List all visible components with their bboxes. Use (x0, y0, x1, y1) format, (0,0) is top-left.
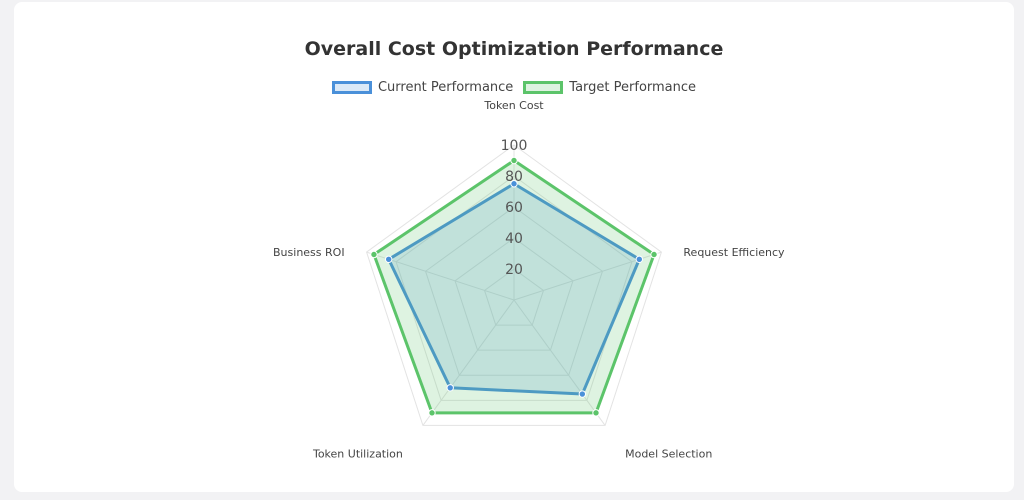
legend-item-current[interactable]: Current Performance (331, 80, 514, 95)
grid-ring-1 (454, 237, 574, 351)
data-point-0-3 (446, 384, 454, 392)
grid-spoke-3 (422, 299, 515, 426)
category-label-0: Token Cost (483, 99, 544, 112)
category-label-2: Model Selection (625, 447, 712, 460)
category-label-4: Business ROI (273, 246, 345, 259)
grid-ring-0 (483, 268, 545, 326)
data-point-1-2 (592, 409, 600, 417)
grid-ring-3 (395, 175, 633, 401)
chart-card: Overall Cost Optimization Performance Cu… (14, 2, 1014, 492)
data-point-1-0 (510, 156, 518, 165)
grid-ring-2 (424, 206, 604, 376)
data-point-0-4 (384, 255, 393, 263)
data-point-0-0 (510, 180, 518, 188)
legend-swatch-target (523, 81, 564, 94)
legend-label-target: Target Performance (569, 80, 697, 95)
chart-title: Overall Cost Optimization Performance (304, 38, 724, 60)
tick-label-4: 100 (501, 138, 528, 154)
legend-swatch-current (331, 81, 372, 94)
legend-label-current: Current Performance (377, 80, 514, 95)
tick-label-1: 40 (505, 231, 523, 247)
grid-ring-4 (365, 144, 663, 426)
tick-label-3: 80 (505, 169, 523, 185)
category-label-1: Request Efficiency (683, 246, 785, 259)
data-point-1-1 (650, 250, 658, 259)
tick-label-2: 60 (505, 200, 523, 216)
data-point-1-3 (428, 409, 436, 417)
data-point-1-4 (370, 250, 378, 259)
legend: Current Performance Target Performance (14, 80, 1014, 95)
data-point-0-2 (578, 390, 587, 398)
legend-item-target[interactable]: Target Performance (523, 80, 696, 95)
grid-spoke-2 (513, 299, 606, 426)
series-area-1 (372, 159, 656, 415)
data-point-0-1 (635, 255, 644, 263)
tick-label-0: 20 (505, 262, 523, 278)
radar-chart: 20 40 60 80 100 Token Cost Request Efficiency M… (273, 99, 785, 460)
category-label-3: Token Utilization (312, 447, 403, 460)
series-area-0 (387, 182, 641, 396)
